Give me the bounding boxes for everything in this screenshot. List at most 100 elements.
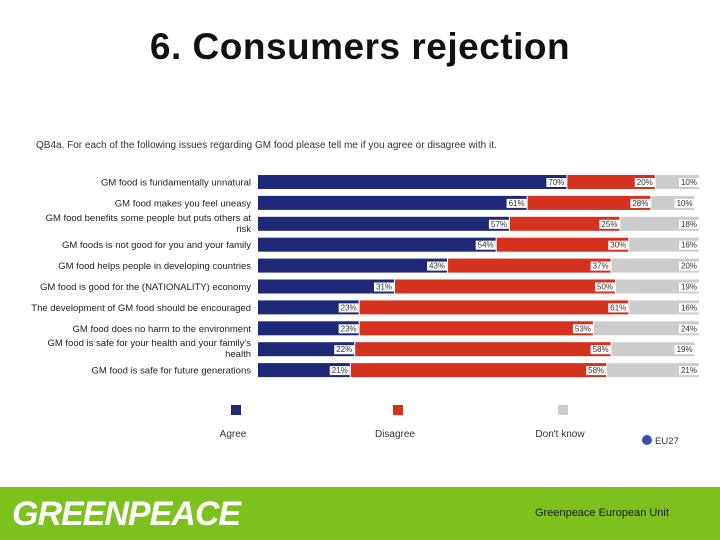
- bar-agree-10: [258, 363, 350, 378]
- data-label-agree-5: 43%: [429, 262, 445, 271]
- data-label-chip: [678, 240, 699, 250]
- data-label-chip: [595, 282, 616, 292]
- bar-disagree-6: [395, 279, 616, 294]
- data-label-don-t-know-3: 18%: [681, 220, 697, 229]
- data-label-chip: [678, 261, 699, 271]
- data-label-chip: [674, 345, 695, 355]
- data-label-disagree-5: 37%: [593, 262, 609, 271]
- data-label-chip: [599, 219, 620, 229]
- data-label-chip: [488, 219, 509, 229]
- data-label-chip: [674, 198, 695, 208]
- data-label-don-t-know-1: 10%: [681, 178, 697, 187]
- data-label-chip: [374, 282, 395, 292]
- bar-disagree-10: [350, 363, 607, 378]
- data-label-don-t-know-8: 24%: [681, 324, 697, 333]
- data-label-chip: [338, 303, 359, 313]
- data-label-chip: [546, 178, 567, 187]
- legend-swatch-don-t-know: [558, 405, 568, 415]
- data-label-chip: [678, 219, 699, 229]
- data-label-chip: [590, 345, 611, 355]
- category-label-gm-food-benefits-some-people-but-puts-others-at-risk: GM food benefits some people but puts ot…: [46, 213, 252, 224]
- category-label-gm-food-helps-people-in-developing-countries: GM food helps people in developing count…: [58, 261, 251, 272]
- data-label-agree-2: 61%: [509, 199, 525, 208]
- footer-bar: GREENPEACE Greenpeace European Unit: [0, 487, 720, 540]
- legend-label-agree: Agree: [220, 429, 247, 440]
- category-label-the-development-of-gm-food-should-be-encouraged: The development of GM food should be enc…: [31, 303, 251, 314]
- legend-label-don-t-know: Don't know: [535, 429, 585, 440]
- data-label-chip: [475, 240, 496, 250]
- category-label-gm-food-is-safe-for-future-generations: GM food is safe for future generations: [92, 366, 252, 377]
- bar-don-t-know-9: [611, 342, 695, 357]
- data-label-don-t-know-10: 21%: [681, 366, 697, 375]
- data-label-chip: [678, 178, 699, 187]
- bar-agree-5: [258, 258, 448, 273]
- data-label-chip: [630, 198, 651, 208]
- data-label-agree-1: 70%: [548, 178, 564, 187]
- data-label-chip: [586, 366, 607, 376]
- data-label-don-t-know-6: 19%: [681, 283, 697, 292]
- data-label-don-t-know-2: 10%: [677, 199, 693, 208]
- legend-swatch-agree: [231, 405, 241, 415]
- data-label-chip: [608, 303, 629, 313]
- bar-don-t-know-6: [616, 279, 699, 294]
- data-label-don-t-know-5: 20%: [681, 262, 697, 271]
- bar-agree-8: [258, 321, 359, 336]
- bar-don-t-know-10: [607, 363, 699, 378]
- data-label-chip: [338, 324, 359, 334]
- eu27-badge-label: EU27: [655, 436, 679, 447]
- bar-agree-2: [258, 195, 527, 210]
- category-label-gm-foods-is-not-good-for-you-and-your-family: GM foods is not good for you and your fa…: [62, 240, 251, 251]
- bar-disagree-9: [355, 342, 611, 357]
- bar-agree-4: [258, 237, 496, 252]
- data-label-disagree-2: 28%: [632, 199, 648, 208]
- bar-disagree-2: [527, 195, 651, 210]
- data-label-chip: [590, 261, 611, 271]
- category-label-gm-food-is-safe-for-your-health-and-your-family-s-health-cont: health: [225, 349, 251, 360]
- category-label-gm-food-does-no-harm-to-the-environment: GM food does no harm to the environment: [73, 324, 252, 335]
- data-label-disagree-8: 53%: [575, 324, 591, 333]
- data-label-agree-7: 23%: [341, 303, 357, 312]
- data-label-chip: [678, 324, 699, 334]
- category-label-gm-food-is-fundamentally-unnatural: GM food is fundamentally unnatural: [101, 178, 251, 189]
- data-label-disagree-6: 50%: [597, 283, 613, 292]
- category-label-gm-food-is-good-for-the-nationality-economy: GM food is good for the (NATIONALITY) ec…: [40, 282, 251, 293]
- bar-agree-1: [258, 175, 567, 189]
- data-label-agree-8: 23%: [341, 324, 357, 333]
- bar-disagree-3: [509, 216, 620, 231]
- stacked-bar-chart: GM food is fundamentally unnatural 70% 20%…: [31, 175, 699, 447]
- data-label-chip: [506, 198, 527, 208]
- data-label-chip: [678, 303, 699, 313]
- data-label-agree-3: 57%: [491, 220, 507, 229]
- data-label-disagree-7: 61%: [610, 303, 626, 312]
- bar-agree-6: [258, 279, 395, 294]
- data-label-disagree-10: 58%: [588, 366, 604, 375]
- footer-text: Greenpeace European Unit: [535, 507, 669, 519]
- data-label-don-t-know-7: 16%: [681, 303, 697, 312]
- data-label-chip: [634, 178, 655, 187]
- data-label-don-t-know-4: 16%: [681, 241, 697, 250]
- data-label-chip: [329, 366, 350, 376]
- data-label-don-t-know-9: 19%: [677, 345, 693, 354]
- chart-title: QB4a. For each of the following issues r…: [36, 140, 497, 151]
- data-label-chip: [678, 282, 699, 292]
- data-label-chip: [334, 345, 355, 355]
- bar-disagree-5: [448, 258, 611, 273]
- bar-don-t-know-5: [611, 258, 699, 273]
- bar-disagree-4: [496, 237, 629, 252]
- bar-agree-7: [258, 300, 359, 315]
- data-label-agree-4: 54%: [478, 241, 494, 250]
- category-label-gm-food-makes-you-feel-uneasy: GM food makes you feel uneasy: [115, 198, 251, 209]
- eu-flag-icon: [642, 435, 652, 445]
- data-label-chip: [678, 366, 699, 376]
- bar-don-t-know-8: [593, 321, 699, 336]
- greenpeace-logo: GREENPEACE: [12, 495, 241, 533]
- data-label-agree-6: 31%: [376, 283, 392, 292]
- bar-disagree-8: [359, 321, 593, 336]
- data-label-chip: [608, 240, 629, 250]
- slide-title: 6. Consumers rejection: [149, 26, 571, 67]
- bar-agree-3: [258, 216, 509, 231]
- data-label-agree-9: 22%: [336, 345, 352, 354]
- bar-disagree-7: [359, 300, 629, 315]
- data-label-disagree-9: 58%: [593, 345, 609, 354]
- bar-disagree-1: [567, 175, 655, 189]
